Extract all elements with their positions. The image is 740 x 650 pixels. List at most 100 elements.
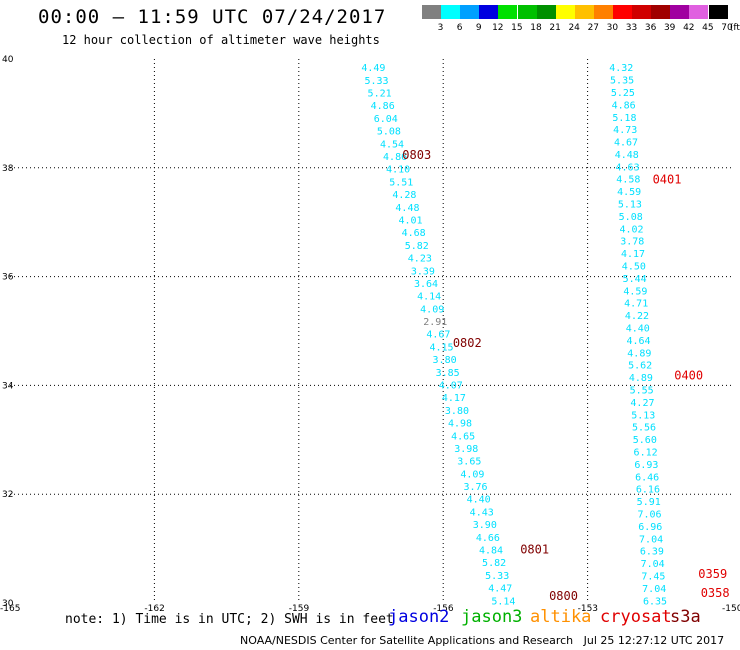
lon-tick-label: -153 bbox=[578, 604, 598, 614]
legend-swatch bbox=[555, 5, 575, 19]
wave-height-value: 7.04 bbox=[642, 584, 666, 595]
wave-height-value: 7.06 bbox=[637, 509, 661, 520]
wave-height-value: 6.12 bbox=[634, 448, 658, 459]
wave-height-value: 4.09 bbox=[460, 469, 484, 480]
wave-height-value: 4.48 bbox=[615, 150, 639, 161]
legend-label: 24 bbox=[568, 23, 580, 33]
legend-swatch bbox=[517, 5, 537, 19]
legend-swatch bbox=[593, 5, 613, 19]
lat-tick-label: 32 bbox=[2, 490, 13, 500]
wave-height-value: 4.09 bbox=[420, 304, 444, 315]
wave-height-value: 4.14 bbox=[417, 292, 441, 303]
legend-swatch bbox=[708, 5, 728, 19]
wave-height-value: 7.04 bbox=[639, 534, 663, 545]
lon-tick-label: -165 bbox=[0, 604, 20, 614]
wave-height-value: 4.67 bbox=[426, 330, 450, 341]
legend-swatch bbox=[632, 5, 652, 19]
wave-height-value: 3.90 bbox=[473, 520, 497, 531]
wave-height-value: 4.48 bbox=[395, 203, 419, 214]
wave-height-value: 4.86 bbox=[371, 101, 395, 112]
wave-height-value: 6.96 bbox=[638, 522, 662, 533]
wave-height-value: 4.40 bbox=[467, 495, 491, 506]
pass-time-label: 0800 bbox=[549, 589, 578, 603]
lon-tick-label: -162 bbox=[144, 604, 164, 614]
legend-label: 70 bbox=[721, 23, 733, 33]
wave-height-value: 4.40 bbox=[626, 324, 650, 335]
wave-height-value: 5.33 bbox=[485, 571, 509, 582]
wave-height-value: 4.86 bbox=[383, 152, 407, 163]
wave-height-value: 4.73 bbox=[613, 125, 637, 136]
wave-height-value: 5.62 bbox=[628, 361, 652, 372]
lat-tick-label: 34 bbox=[2, 381, 14, 391]
wave-height-value: 4.32 bbox=[609, 63, 633, 74]
page-subtitle: 12 hour collection of altimeter wave hei… bbox=[62, 33, 380, 47]
wave-height-value: 3.76 bbox=[463, 482, 487, 493]
legend-label: 27 bbox=[587, 23, 600, 33]
wave-height-value: 5.35 bbox=[610, 76, 634, 87]
wave-height-value: 4.01 bbox=[399, 215, 423, 226]
credit-line: NOAA/NESDIS Center for Satellite Applica… bbox=[240, 634, 725, 647]
wave-height-value: 4.23 bbox=[408, 254, 432, 265]
wave-height-value: 5.21 bbox=[368, 89, 392, 100]
wave-height-value: 5.55 bbox=[630, 386, 654, 397]
wave-height-value: 4.68 bbox=[402, 228, 426, 239]
wave-height-value: 5.13 bbox=[631, 410, 655, 421]
wave-height-value: 6.39 bbox=[640, 547, 664, 558]
satellite-name: jason2 bbox=[388, 607, 450, 627]
wave-height-value: 5.13 bbox=[618, 200, 642, 211]
wave-height-value: 3.65 bbox=[457, 457, 481, 468]
wave-height-value: 4.07 bbox=[439, 380, 463, 391]
lon-tick-label: -150 bbox=[722, 604, 740, 614]
pass-time-label: 0359 bbox=[698, 567, 727, 581]
wave-height-value: 3.85 bbox=[436, 368, 460, 379]
wave-height-value: 4.10 bbox=[386, 165, 410, 176]
wave-height-value: 3.80 bbox=[445, 406, 469, 417]
wave-height-value: 4.47 bbox=[488, 584, 512, 595]
pass-time-label: 0358 bbox=[701, 586, 730, 600]
wave-height-value: 4.17 bbox=[442, 393, 466, 404]
wave-height-value: 4.27 bbox=[630, 398, 654, 409]
wave-height-value: 4.17 bbox=[621, 249, 645, 260]
wave-height-value: 3.78 bbox=[620, 237, 644, 248]
wave-height-value: 4.02 bbox=[619, 224, 643, 235]
wave-height-value: 3.64 bbox=[414, 279, 438, 290]
wave-height-value: 4.63 bbox=[616, 162, 640, 173]
legend-label: 30 bbox=[606, 23, 619, 33]
wave-height-value: 4.67 bbox=[614, 138, 638, 149]
legend-label: 12 bbox=[492, 23, 504, 33]
wave-height-value: 3.39 bbox=[411, 266, 435, 277]
lat-tick-label: 36 bbox=[2, 273, 14, 283]
wave-height-value: 4.59 bbox=[623, 286, 647, 297]
wave-height-value: 6.35 bbox=[643, 596, 667, 607]
wave-height-value: 5.08 bbox=[377, 127, 401, 138]
legend-swatch bbox=[689, 5, 709, 19]
legend-swatch bbox=[651, 5, 671, 19]
wave-height-value: 5.25 bbox=[611, 88, 635, 99]
wave-height-value: 4.50 bbox=[622, 262, 646, 273]
lat-tick-label: 40 bbox=[2, 55, 14, 65]
wave-height-value: 5.08 bbox=[619, 212, 643, 223]
pass-time-label: 0803 bbox=[402, 148, 431, 162]
pass-time-label: 0400 bbox=[674, 369, 703, 383]
pass-time-label: 0802 bbox=[453, 336, 482, 350]
legend-label: 18 bbox=[530, 23, 542, 33]
satellite-name: s3a bbox=[670, 607, 701, 627]
legend-swatch bbox=[498, 5, 518, 19]
wave-height-value: 3.80 bbox=[433, 355, 457, 366]
pass-time-label: 0401 bbox=[653, 173, 682, 187]
wave-height-value: 6.04 bbox=[374, 114, 398, 125]
legend-label: 9 bbox=[475, 23, 482, 33]
wave-height-value: 4.22 bbox=[625, 311, 649, 322]
wave-height-value: 5.82 bbox=[405, 241, 429, 252]
wave-height-value: 7.04 bbox=[641, 559, 665, 570]
wave-height-value: 3.98 bbox=[454, 444, 478, 455]
legend-swatch bbox=[422, 5, 441, 19]
legend-unit: (ft) bbox=[729, 23, 740, 33]
lon-tick-label: -156 bbox=[433, 604, 454, 614]
wave-height-value: 4.54 bbox=[380, 139, 404, 150]
legend-swatch bbox=[670, 5, 690, 19]
wave-height-value: 2.91 bbox=[423, 317, 447, 328]
satellite-name: altika bbox=[530, 607, 592, 627]
lat-tick-label: 30 bbox=[2, 599, 14, 609]
page-title: 00:00 – 11:59 UTC 07/24/2017 bbox=[38, 6, 387, 28]
